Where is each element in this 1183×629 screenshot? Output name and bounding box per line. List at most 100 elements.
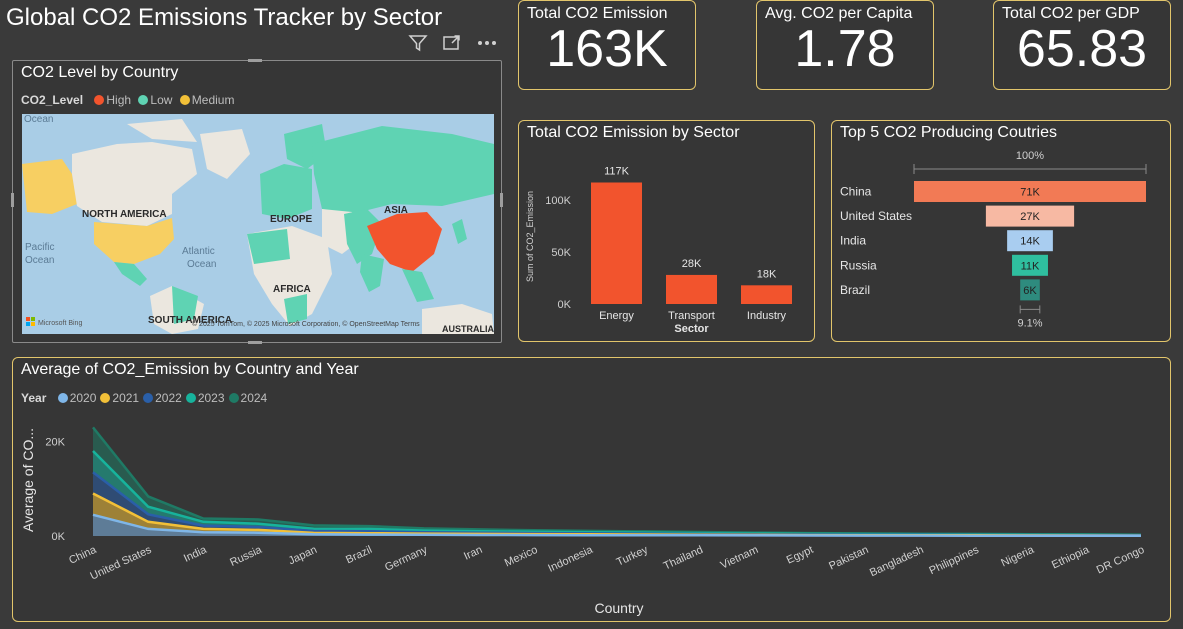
- map-visual[interactable]: CO2 Level by Country CO2_Level High Low …: [11, 59, 503, 344]
- region-japan: [452, 219, 467, 244]
- funnel-category-label: India: [840, 234, 866, 248]
- x-tick-label: Turkey: [615, 544, 651, 569]
- line-series-2020[interactable]: [92, 513, 1141, 538]
- x-tick-label: Bangladesh: [868, 544, 926, 579]
- funnel-bar-united-states[interactable]: [985, 205, 1075, 227]
- x-tick-label: Thailand: [662, 544, 705, 573]
- map-label-pacific: Pacific: [25, 242, 54, 253]
- bar-industry[interactable]: [741, 285, 792, 304]
- funnel-bar-china[interactable]: [914, 181, 1146, 202]
- line-series-2021[interactable]: [92, 492, 1142, 537]
- map-label-south-america: SOUTH AMERICA: [148, 315, 232, 326]
- legend-item-2020[interactable]: 2020: [69, 391, 97, 405]
- resize-handle-right[interactable]: [500, 193, 503, 207]
- funnel-bar-brazil[interactable]: [1020, 279, 1040, 301]
- legend-item-2023[interactable]: 2023: [197, 391, 225, 405]
- x-tick-label: Egypt: [785, 544, 816, 567]
- y-tick-label: 0K: [52, 531, 66, 543]
- x-tick-label: Russia: [228, 543, 264, 568]
- funnel-bar-india[interactable]: [1007, 230, 1053, 252]
- region-alaska: [22, 159, 77, 214]
- microsoft-bing-logo: Microsoft Bing: [26, 317, 82, 327]
- region-australia: [422, 304, 494, 334]
- resize-handle-bottom[interactable]: [248, 341, 262, 344]
- legend-title: Year: [21, 391, 47, 405]
- kpi-total-emission[interactable]: Total CO2 Emission 163K: [518, 0, 696, 90]
- bar-energy[interactable]: [591, 182, 642, 305]
- map-label-north-america: NORTH AMERICA: [82, 209, 167, 220]
- funnel-data-label: 14K: [1020, 236, 1040, 248]
- legend-title: CO2_Level: [21, 93, 84, 107]
- x-tick-label: Vietnam: [719, 544, 760, 572]
- x-tick-label: Ethiopia: [1050, 543, 1092, 571]
- legend-item-high[interactable]: High: [106, 93, 132, 107]
- y-tick-label: 20K: [45, 437, 65, 449]
- y-tick-label: 50K: [551, 247, 571, 259]
- region-canada: [72, 142, 197, 226]
- bar-transport[interactable]: [666, 274, 717, 304]
- funnel-data-label: 27K: [1020, 211, 1040, 223]
- x-axis-title: Sector: [674, 323, 709, 335]
- area-chart-visual[interactable]: Average of CO2_Emission by Country and Y…: [12, 357, 1171, 622]
- bar-data-label: 18K: [757, 268, 777, 280]
- funnel-data-label: 71K: [1020, 187, 1040, 199]
- funnel-data-label: 11K: [1021, 260, 1040, 272]
- kpi-avg-per-capita[interactable]: Avg. CO2 per Capita 1.78: [756, 0, 934, 90]
- line-series-2023[interactable]: [92, 450, 1142, 537]
- funnel-category-label: Brazil: [840, 283, 870, 297]
- world-map[interactable]: Ocean NORTH AMERICA EUROPE ASIA AFRICA S…: [22, 114, 494, 334]
- x-tick-label: Industry: [747, 310, 787, 322]
- filter-icon[interactable]: [408, 34, 428, 56]
- funnel-chart[interactable]: 100% China 71K United States 27K India 14K Russ…: [832, 145, 1170, 341]
- sector-bar-chart[interactable]: 0K 50K 100K Sum of CO2_Emission 117K Energy 28…: [519, 149, 814, 341]
- funnel-visual[interactable]: Top 5 CO2 Producing Coutries 100% China 71…: [831, 120, 1171, 342]
- legend-dot-2023: [185, 393, 196, 403]
- region-india: [360, 254, 384, 292]
- map-label-atlantic: Atlantic: [182, 246, 215, 257]
- region-mexico: [114, 262, 147, 286]
- bar-data-label: 117K: [604, 166, 630, 178]
- y-tick-label: 100K: [545, 195, 571, 207]
- x-tick-label: Energy: [599, 310, 634, 322]
- legend-item-medium[interactable]: Medium: [191, 93, 235, 107]
- x-tick-label: DR Congo: [1095, 544, 1147, 577]
- focus-mode-icon[interactable]: [442, 34, 462, 56]
- region-china: [367, 212, 442, 272]
- funnel-top-label: 100%: [1016, 150, 1044, 162]
- legend-item-2021[interactable]: 2021: [112, 391, 140, 405]
- more-options-icon[interactable]: [476, 34, 498, 56]
- legend-item-2022[interactable]: 2022: [155, 391, 182, 405]
- legend-dot-2024: [228, 393, 239, 403]
- funnel-bar-russia[interactable]: [1012, 254, 1048, 276]
- x-axis-title: Country: [594, 600, 643, 616]
- legend-dot-2022: [143, 393, 154, 403]
- legend-item-low[interactable]: Low: [150, 93, 173, 107]
- area-legend: Year 2020 2021 2022 2023 2024: [21, 391, 267, 405]
- kpi-label: Avg. CO2 per Capita: [765, 5, 913, 22]
- legend-item-2024[interactable]: 2024: [240, 391, 268, 405]
- bing-label: Microsoft Bing: [38, 320, 82, 327]
- funnel-data-label: 6K: [1023, 285, 1037, 297]
- map-label-australia: AUSTRALIA: [442, 324, 494, 334]
- x-tick-label: Brazil: [344, 544, 374, 567]
- kpi-per-gdp[interactable]: Total CO2 per GDP 65.83: [993, 0, 1171, 90]
- bar-data-label: 28K: [682, 258, 702, 270]
- x-tick-label: Nigeria: [999, 543, 1036, 569]
- x-tick-label: Iran: [462, 544, 484, 563]
- kpi-value: 65.83: [1016, 20, 1148, 78]
- funnel-category-label: Russia: [840, 258, 877, 272]
- resize-handle-top[interactable]: [248, 59, 262, 62]
- map-attribution[interactable]: © 2025 TomTom, © 2025 Microsoft Corporat…: [192, 320, 420, 328]
- area-series-2020[interactable]: [93, 514, 1141, 536]
- sector-chart-visual[interactable]: Total CO2 Emission by Sector 0K 50K 100K Su…: [518, 120, 815, 342]
- x-tick-label: Indonesia: [546, 543, 595, 574]
- y-tick-label: 0K: [558, 299, 572, 311]
- region-europe: [260, 164, 312, 219]
- legend-dot-medium: [179, 95, 190, 105]
- line-series-2024[interactable]: [92, 426, 1142, 536]
- x-tick-label: Philippines: [928, 544, 982, 578]
- resize-handle-left[interactable]: [11, 193, 14, 207]
- line-series-2022[interactable]: [92, 471, 1142, 537]
- x-tick-label: Germany: [383, 544, 430, 574]
